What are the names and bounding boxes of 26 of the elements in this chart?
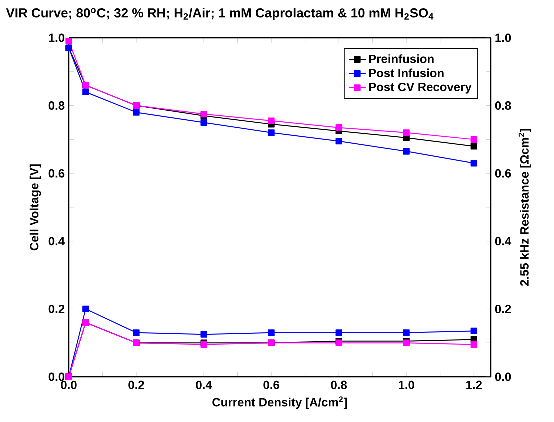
y-axis-title: Cell Voltage [V] xyxy=(30,164,42,251)
y-tick-label: 0.2 xyxy=(48,304,65,314)
y2-axis-title: 2.55 kHz Resistance [Ωcm$^{2}$] xyxy=(518,129,532,286)
y2-tick-label: 0.4 xyxy=(495,237,512,246)
legend-label: Post CV Recovery xyxy=(369,82,472,94)
y2-tick-label: 0.6 xyxy=(495,169,512,178)
y2-tick-label: 0.8 xyxy=(495,102,512,110)
y-tick-label: 0.8 xyxy=(48,102,65,110)
chart-title: VIR Curve; 80$^{o}$C; 32 % RH; H$_{2}$/Air; 1 mM Caprolactam & 10 mM H$_{2}$SO$_{4}$ xyxy=(6,8,434,20)
x-tick-label: 0.8 xyxy=(331,380,348,390)
y-tick-label: 1.0 xyxy=(49,34,65,42)
y-tick-label: 0.6 xyxy=(48,169,65,178)
x-tick-label: 0.2 xyxy=(128,380,144,390)
legend-label: Preinfusion xyxy=(369,54,434,64)
y-tick-label: 0.0 xyxy=(48,372,65,382)
y2-tick-label: 1.0 xyxy=(496,34,512,42)
x-tick-label: 1.2 xyxy=(466,380,482,390)
y-tick-label: 0.4 xyxy=(48,237,65,246)
x-tick-label: 0.4 xyxy=(196,380,212,390)
y2-tick-label: 0.2 xyxy=(495,304,512,314)
x-tick-label: 0.6 xyxy=(264,380,280,390)
x-axis-title: Current Density [A/cm$^{2}$] xyxy=(212,396,348,410)
legend-label: Post Infusion xyxy=(369,68,444,78)
y2-tick-label: 0.0 xyxy=(495,372,512,382)
x-tick-label: 0.0 xyxy=(61,380,77,390)
x-tick-label: 1.0 xyxy=(399,380,414,390)
